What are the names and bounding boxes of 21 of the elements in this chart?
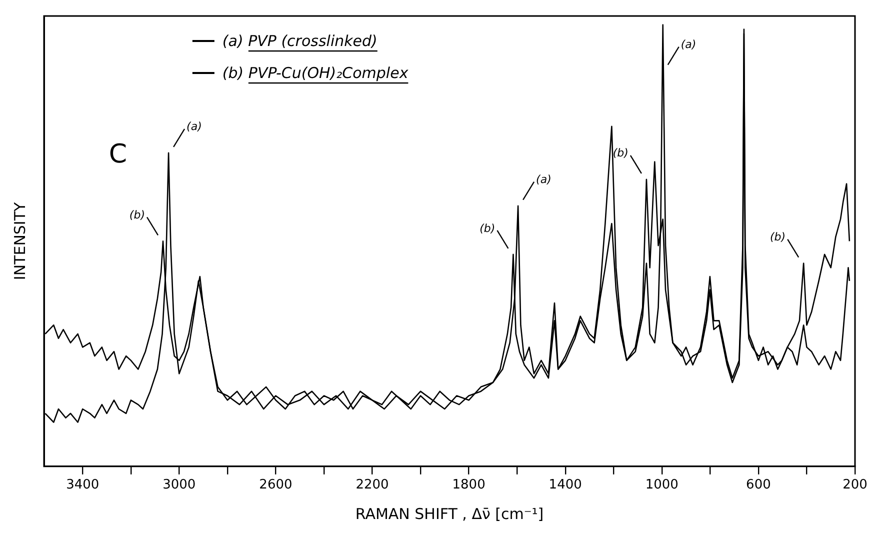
x-tick-label: 3000	[162, 478, 196, 493]
annotation: C	[108, 139, 128, 170]
y-axis-title: INTENSITY	[10, 201, 29, 280]
annotation: (a)	[186, 120, 202, 134]
annotation: (b)	[770, 230, 786, 244]
x-tick-label: 1000	[645, 478, 678, 493]
x-tick-label: 600	[746, 478, 771, 493]
x-tick-label: 2200	[356, 478, 389, 493]
legend-label: (b) PVP-Cu(OH)₂Complex	[222, 64, 408, 82]
x-tick-label: 200	[842, 478, 868, 493]
annotation: (b)	[612, 146, 628, 160]
x-tick-label: 1400	[548, 478, 582, 493]
x-tick-label: 1800	[452, 478, 486, 493]
annotation: (a)	[536, 173, 552, 186]
x-axis-title: RAMAN SHIFT , Δν̄ [cm⁻¹]	[355, 504, 544, 523]
annotation: (a)	[680, 38, 696, 52]
annotation: (b)	[129, 208, 145, 222]
legend-label: (a) PVP (crosslinked)	[222, 32, 378, 50]
annotation: (b)	[480, 222, 496, 235]
x-tick-label: 2600	[259, 478, 292, 493]
x-tick-label: 3400	[66, 478, 100, 493]
